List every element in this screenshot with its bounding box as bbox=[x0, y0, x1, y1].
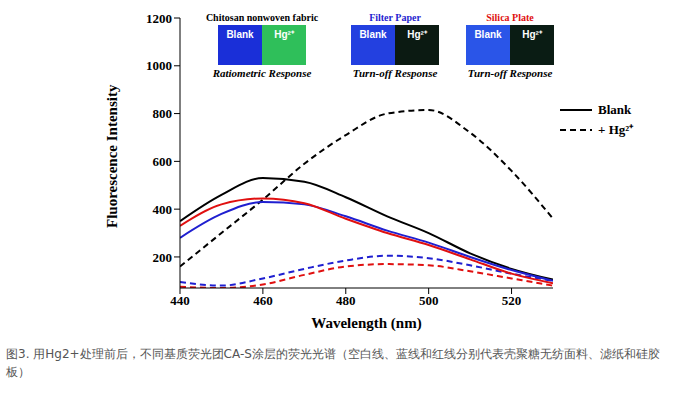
svg-text:Fluorescence Intensity: Fluorescence Intensity bbox=[104, 84, 120, 228]
svg-text:460: 460 bbox=[253, 293, 273, 308]
svg-text:400: 400 bbox=[153, 202, 173, 217]
html-text:Blank: Blank bbox=[474, 29, 502, 40]
html-text:图3. 用Hg2+处理前后，不同基质荧光团CA-S涂层的荧光: 图3. 用Hg2+处理前后，不同基质荧光团CA-S涂层的荧光光谱（空白线、蓝线和… bbox=[6, 347, 660, 379]
html-text:Hg²⁺: Hg²⁺ bbox=[274, 29, 294, 40]
svg-text:440: 440 bbox=[170, 293, 190, 308]
svg-text:1200: 1200 bbox=[146, 11, 172, 26]
svg-text:480: 480 bbox=[336, 293, 356, 308]
svg-text:520: 520 bbox=[502, 293, 522, 308]
svg-text:Wavelength (nm): Wavelength (nm) bbox=[311, 315, 421, 332]
html-text:Turn-off Response: Turn-off Response bbox=[352, 67, 438, 79]
svg-text:+ Hg²⁺: + Hg²⁺ bbox=[598, 122, 634, 137]
html-text:Chitosan nonwoven fabric: Chitosan nonwoven fabric bbox=[205, 12, 319, 23]
svg-text:500: 500 bbox=[419, 293, 439, 308]
svg-text:600: 600 bbox=[153, 154, 173, 169]
svg-text:Blank: Blank bbox=[598, 102, 632, 117]
html-text:Hg²⁺: Hg²⁺ bbox=[407, 29, 427, 40]
html-text:Silica Plate: Silica Plate bbox=[486, 12, 534, 23]
html-text:Blank: Blank bbox=[226, 29, 254, 40]
html-text:Filter Paper: Filter Paper bbox=[369, 12, 421, 23]
html-text:Hg²⁺: Hg²⁺ bbox=[522, 29, 542, 40]
html-text:Turn-off Response: Turn-off Response bbox=[467, 67, 553, 79]
svg-text:200: 200 bbox=[153, 250, 173, 265]
svg-text:1000: 1000 bbox=[146, 58, 172, 73]
html-text:Ratiometric Response: Ratiometric Response bbox=[212, 67, 312, 79]
svg-text:800: 800 bbox=[153, 106, 173, 121]
html-text:Blank: Blank bbox=[359, 29, 387, 40]
